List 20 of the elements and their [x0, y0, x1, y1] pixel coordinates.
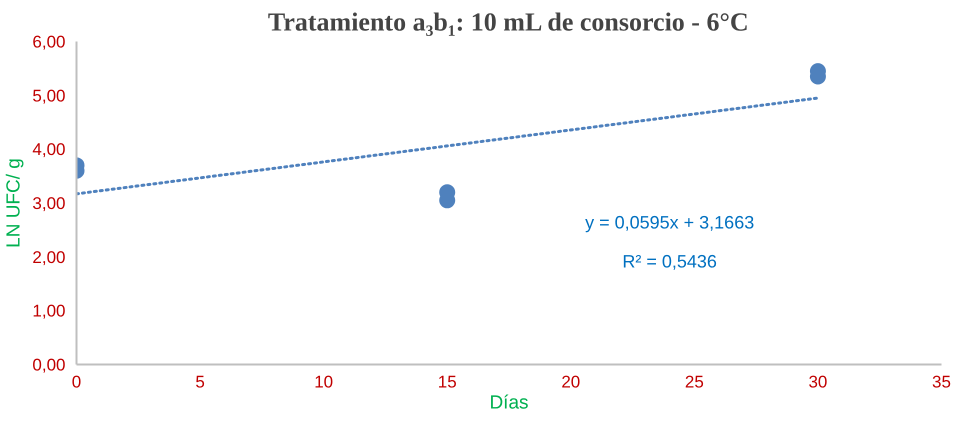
y-tick-label: 0,00 [32, 356, 66, 374]
y-tick-label: 1,00 [32, 302, 66, 321]
x-tick-label: 0 [72, 372, 82, 392]
x-axis-title: Días [489, 392, 529, 414]
x-tick-label: 10 [314, 372, 334, 392]
x-tick-label: 15 [438, 372, 457, 392]
y-tick-label: 5,00 [32, 86, 66, 106]
y-axis-title: LN UFC/ g [3, 158, 24, 248]
annotation: R² = 0,5436 [622, 251, 717, 272]
y-tick-label: 4,00 [32, 140, 66, 160]
y-tick-label: 6,00 [32, 32, 66, 52]
x-tick-label: 25 [684, 372, 704, 392]
y-tick-label: 3,00 [32, 194, 66, 213]
x-tick-label: 35 [932, 372, 951, 392]
x-tick-label: 30 [808, 372, 828, 392]
chart-title: Tratamiento a₃b₁: 10 mL de consorcio - 6°C [268, 8, 749, 36]
x-tick-label: 20 [561, 372, 580, 392]
x-tick-label: 5 [195, 372, 205, 392]
annotation: y = 0,0595x + 3,1663 [585, 212, 754, 233]
y-tick-label: 2,00 [32, 248, 66, 267]
